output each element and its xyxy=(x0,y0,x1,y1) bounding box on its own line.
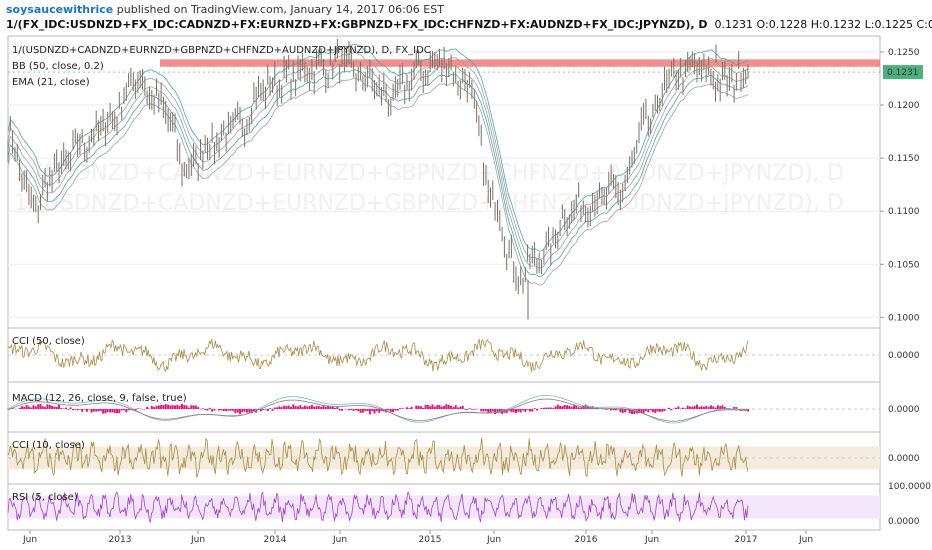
ema-indicator-label: EMA (21, close) xyxy=(12,77,90,88)
x-axis-label: 2017 xyxy=(735,535,758,545)
oscillator-line-1 xyxy=(7,338,749,373)
rsi-line xyxy=(7,491,749,524)
macd-signal-line xyxy=(7,398,748,422)
publish-line: soysaucewithrice published on TradingVie… xyxy=(6,3,444,16)
pane-frame-1 xyxy=(7,327,881,383)
main-y-tick-label: 0.1000 xyxy=(888,313,920,323)
author-link[interactable]: soysaucewithrice xyxy=(6,3,114,16)
oscillator-line-3 xyxy=(7,437,749,478)
watermark-text-2: 1/(USDNZD+CADNZD+EURNZD+GBPNZD+CHFNZD+AU… xyxy=(14,191,844,216)
x-axis-label: 2014 xyxy=(264,535,287,545)
oscillator-title-3: CCI (10, close) xyxy=(12,440,85,451)
symbol-line: 1/(FX_IDC:USDNZD+FX_IDC:CADNZD+FX:EURNZD… xyxy=(6,18,932,31)
main-y-tick-label: 0.1050 xyxy=(888,260,920,270)
last-price-label: 0.1231 xyxy=(887,68,919,78)
x-axis-label: 2016 xyxy=(575,535,598,545)
x-axis-label: Jun xyxy=(22,535,37,545)
oscillator-zero-label-1: 0.0000 xyxy=(888,351,920,361)
macd-line xyxy=(7,394,748,424)
bollinger-band-line-1 xyxy=(7,69,749,278)
bollinger-band-line-3 xyxy=(7,43,749,252)
watermark-text-1: 1/(USDNZD+CADNZD+EURNZD+GBPNZD+CHFNZD+AU… xyxy=(14,161,844,186)
x-axis-label: Jun xyxy=(332,535,347,545)
x-axis-label: Jun xyxy=(190,535,205,545)
main-pane-title: 1/(USDNZD+CADNZD+EURNZD+GBPNZD+CHFNZD+AU… xyxy=(12,45,431,56)
bb-indicator-label: BB (50, close, 0.2) xyxy=(12,61,104,72)
rsi-band xyxy=(8,495,880,519)
ohlc-values: 0.1231 O:0.1228 H:0.1232 L:0.1225 C:0.12… xyxy=(714,18,932,31)
macd-title: MACD (12, 26, close, 9, false, true) xyxy=(12,393,187,404)
main-y-tick-label: 0.1100 xyxy=(888,207,920,217)
x-axis-label: 2015 xyxy=(419,535,442,545)
rsi-bottom-label: 0.0000 xyxy=(888,517,920,527)
bollinger-band-line-0 xyxy=(7,77,749,286)
main-y-tick-label: 0.1250 xyxy=(888,48,920,58)
main-y-tick-label: 0.1150 xyxy=(888,154,920,164)
pane-frame-0 xyxy=(7,35,881,329)
x-axis-label: Jun xyxy=(644,535,659,545)
oscillator-title-1: CCI (50, close) xyxy=(12,336,85,347)
x-axis-label: Jun xyxy=(798,535,813,545)
rsi-title: RSI (5, close) xyxy=(12,492,78,503)
x-axis-label: 2013 xyxy=(109,535,132,545)
last-price-tag xyxy=(883,65,923,80)
main-y-tick-label: 0.1200 xyxy=(888,101,920,111)
resistance-zone xyxy=(160,59,880,67)
rsi-top-label: 100.0000 xyxy=(888,482,931,492)
publish-info: published on TradingView.com, January 14… xyxy=(116,3,444,16)
oscillator-zero-label-3: 0.0000 xyxy=(888,454,920,464)
x-axis-label: Jun xyxy=(486,535,501,545)
symbol-name: 1/(FX_IDC:USDNZD+FX_IDC:CADNZD+FX:EURNZD… xyxy=(6,18,708,31)
macd-zero-label: 0.0000 xyxy=(888,405,920,415)
